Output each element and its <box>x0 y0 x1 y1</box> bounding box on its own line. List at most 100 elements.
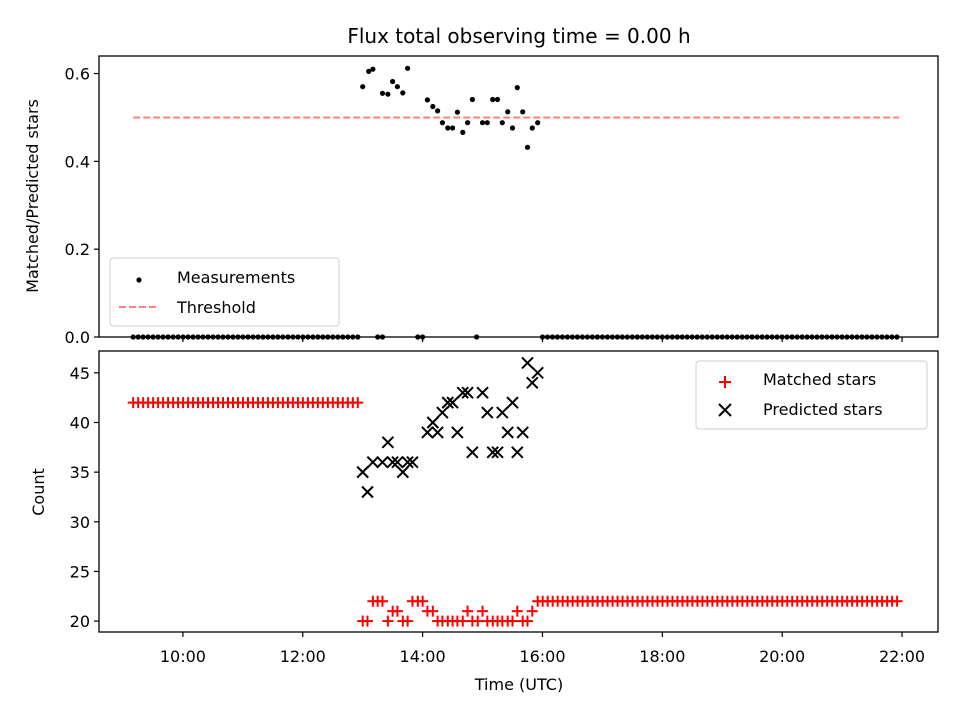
measurement-point <box>366 68 372 74</box>
measurement-point <box>520 109 526 115</box>
measurement-point <box>465 120 471 126</box>
matched-stars-point <box>402 615 414 627</box>
x-tick-label: 16:00 <box>519 647 565 666</box>
predicted-stars-point <box>376 456 389 469</box>
matched-stars-point <box>352 397 364 409</box>
measurement-point <box>405 65 411 71</box>
matched-stars-point <box>507 615 519 627</box>
x-axis-label: Time (UTC) <box>474 675 563 694</box>
matched-stars-point <box>511 605 523 617</box>
matched-stars-point <box>472 615 484 627</box>
bottom-y-tick-label: 20 <box>70 612 90 631</box>
bottom-legend-box <box>695 360 928 430</box>
predicted-stars-point <box>446 396 459 409</box>
matched-stars-point <box>891 595 903 607</box>
predicted-stars-point <box>421 426 434 439</box>
bottom-y-tick-label: 45 <box>70 364 90 383</box>
measurement-point <box>454 109 460 115</box>
measurement-point <box>424 97 430 103</box>
matched-stars-point <box>521 615 533 627</box>
predicted-stars-point <box>366 456 380 469</box>
legend-threshold-label: Threshold <box>176 298 256 317</box>
measurement-point <box>509 125 516 131</box>
measurement-point <box>529 125 535 131</box>
measurement-point <box>379 90 386 96</box>
bottom-y-tick-label: 40 <box>70 413 90 432</box>
measurement-point <box>460 129 466 135</box>
predicted-stars-point <box>496 406 509 419</box>
predicted-stars-point <box>481 406 494 419</box>
measurement-point <box>390 78 396 85</box>
predicted-stars-point <box>456 386 469 399</box>
measurement-point <box>430 103 436 110</box>
predicted-stars-point <box>491 446 504 459</box>
x-tick-label: 20:00 <box>759 647 805 666</box>
top-legend-box <box>109 257 340 327</box>
bottom-y-axis-label: Count <box>29 468 48 516</box>
predicted-stars-point <box>476 386 489 399</box>
matched-stars-point <box>526 605 538 617</box>
measurement-point <box>400 90 406 96</box>
predicted-stars-point <box>361 485 374 499</box>
measurement-point <box>435 108 441 114</box>
predicted-stars-point <box>441 396 454 409</box>
legend-matched-label: Matched stars <box>763 370 876 389</box>
legend-predicted-label: Predicted stars <box>763 400 883 419</box>
measurement-point <box>514 85 520 91</box>
predicted-stars-point <box>381 436 395 449</box>
top-y-tick-label: 0.4 <box>65 152 90 171</box>
matched-stars-point <box>391 605 403 617</box>
bottom-y-tick-label: 35 <box>70 463 90 482</box>
predicted-stars-point <box>526 376 539 389</box>
bottom-panel-ticks: 20 25 30 35 40 45 10:00 12:00 14:00 16:00 18:00 20:… <box>70 364 925 666</box>
measurement-point <box>370 66 376 72</box>
matched-stars-point <box>361 615 373 627</box>
bottom-panel-marks <box>127 356 903 627</box>
bottom-y-tick-label: 30 <box>70 513 90 532</box>
matched-stars-point <box>457 615 469 627</box>
measurement-point <box>499 120 505 126</box>
top-y-tick-label: 0.2 <box>65 240 90 259</box>
measurement-point <box>385 91 391 97</box>
predicted-stars-point <box>461 386 474 399</box>
matched-stars-point <box>382 615 394 627</box>
bottom-y-tick-label: 25 <box>70 562 90 581</box>
predicted-stars-point <box>391 456 404 469</box>
predicted-stars-point <box>501 426 514 439</box>
predicted-stars-point <box>406 456 419 469</box>
predicted-stars-point <box>386 456 399 469</box>
predicted-stars-point <box>451 426 464 439</box>
top-y-tick-label: 0.6 <box>65 65 90 84</box>
predicted-stars-point <box>466 446 479 459</box>
top-legend: Measurements Threshold <box>109 257 340 327</box>
matched-stars-point <box>427 605 439 617</box>
measurement-point <box>445 125 451 131</box>
measurement-point <box>469 96 475 103</box>
predicted-stars-point <box>531 366 544 380</box>
chart-title: Flux total observing time = 0.00 h <box>347 24 690 48</box>
predicted-stars-point <box>506 396 519 409</box>
x-tick-label: 14:00 <box>400 647 446 666</box>
predicted-stars-point <box>486 446 499 459</box>
matched-stars-point <box>477 605 489 617</box>
measurement-point <box>360 84 366 90</box>
bottom-panel-frame <box>98 350 939 633</box>
matched-stars-point <box>376 595 388 607</box>
matched-stars-point <box>417 595 429 607</box>
measurement-point <box>524 144 531 150</box>
predicted-stars-point <box>521 356 534 370</box>
predicted-stars-point <box>436 406 449 419</box>
x-tick-label: 22:00 <box>879 647 925 666</box>
measurement-point <box>479 120 486 126</box>
top-y-tick-label: 0.0 <box>65 328 90 347</box>
legend-measurements-label: Measurements <box>177 268 295 287</box>
legend-predicted-marker <box>718 403 732 417</box>
measurement-point <box>535 120 541 126</box>
top-panel-frame <box>98 55 939 338</box>
legend-matched-marker <box>719 376 731 388</box>
measurement-point <box>394 84 400 90</box>
predicted-stars-point <box>396 465 410 479</box>
x-tick-label: 10:00 <box>160 647 206 666</box>
measurement-point <box>439 120 445 126</box>
